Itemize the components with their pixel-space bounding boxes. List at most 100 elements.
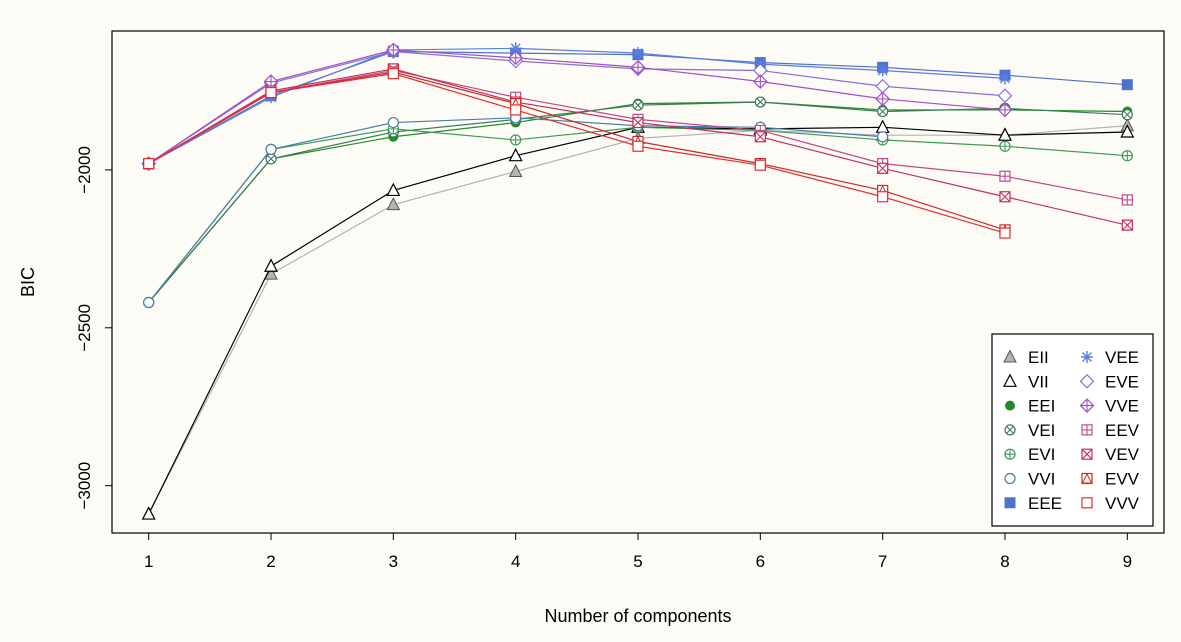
legend-label-evi: EVI [1028, 445, 1055, 464]
legend-label-vvi: VVI [1028, 470, 1055, 489]
x-tick-label: 8 [1000, 552, 1009, 571]
x-tick-label: 5 [633, 552, 642, 571]
x-axis-label: Number of components [544, 606, 731, 626]
point-vvi [877, 131, 889, 143]
point-evi [510, 134, 521, 145]
point-vei [1123, 110, 1132, 119]
point-vii [997, 127, 1012, 141]
point-vvi [265, 143, 277, 155]
y-tick-label: −2500 [75, 304, 94, 352]
series-vii [141, 119, 1135, 520]
legend-marker-vei [1006, 426, 1014, 434]
y-axis: −3000 −2500 −2000 [75, 146, 113, 510]
point-vei [878, 107, 887, 116]
series-line-eve [148, 50, 1006, 165]
series-line-vvi [148, 117, 883, 303]
point-vee [632, 47, 644, 60]
legend-marker-eve [1079, 373, 1095, 389]
legend-marker-eev [1082, 424, 1092, 435]
point-vvv [143, 158, 155, 170]
point-vii [264, 258, 279, 272]
legend-label-vev: VEV [1105, 445, 1140, 464]
point-vve [998, 103, 1012, 117]
point-vvv [632, 140, 644, 152]
legend-label-vve: VVE [1105, 397, 1139, 416]
point-eii [508, 163, 523, 177]
legend-label-eev: EEV [1105, 421, 1140, 440]
point-vvv [387, 68, 399, 80]
x-tick-label: 9 [1123, 552, 1132, 571]
series-line-vii [148, 126, 1128, 515]
legend-label-eii: EII [1028, 348, 1049, 367]
legend-marker-vii [1003, 373, 1017, 387]
point-vii [386, 182, 401, 197]
point-vei [267, 154, 275, 163]
legend-marker-vvv [1081, 497, 1093, 509]
point-vii [141, 506, 156, 520]
point-vei [634, 101, 642, 110]
legend-marker-vve [1080, 399, 1094, 413]
legend: EII VII EEI VEI EVI VVI EEE VEE EVE VVE EEV VEV EVV V… [991, 333, 1154, 527]
series-line-vvv [148, 73, 1006, 234]
legend-label-vee: VEE [1105, 348, 1139, 367]
point-vii [1120, 124, 1135, 138]
x-tick-label: 6 [756, 552, 765, 571]
legend-label-evv: EVV [1105, 470, 1140, 489]
legend-label-vei: VEI [1028, 421, 1055, 440]
series-vvv [143, 68, 1011, 239]
legend-marker-vee [1081, 351, 1093, 363]
legend-label-eee: EEE [1028, 494, 1062, 513]
legend-marker-vvi [1004, 472, 1016, 485]
point-evi [999, 141, 1010, 152]
legend-label-eei: EEI [1028, 397, 1055, 416]
point-eve [875, 78, 890, 94]
point-vvv [999, 227, 1011, 239]
y-tick-label: −3000 [75, 462, 94, 510]
point-vev [632, 117, 644, 128]
point-vvv [754, 159, 766, 171]
point-eve [997, 88, 1013, 104]
legend-marker-evv [1081, 472, 1093, 484]
point-vvi [387, 116, 399, 129]
point-eee [1121, 79, 1133, 91]
point-vve [753, 75, 767, 89]
point-vev [999, 191, 1011, 203]
legend-label-eve: EVE [1105, 372, 1139, 391]
legend-marker-eii [1003, 349, 1017, 363]
point-eev [1122, 194, 1133, 205]
point-vvv [877, 191, 889, 203]
legend-label-vvv: VVV [1105, 494, 1140, 513]
legend-box [991, 333, 1154, 527]
y-axis-label: BIC [18, 267, 38, 297]
point-vei [756, 98, 765, 106]
point-vee [998, 72, 1011, 85]
point-vii [508, 147, 523, 162]
legend-marker-vev [1081, 448, 1093, 460]
series-layer [141, 42, 1135, 520]
point-eev [999, 171, 1010, 182]
point-vve [509, 51, 523, 65]
legend-label-vii: VII [1028, 372, 1049, 391]
x-tick-label: 7 [878, 552, 887, 571]
series-line-eii [148, 125, 1128, 515]
point-eii [386, 197, 401, 211]
x-tick-label: 3 [389, 552, 398, 571]
point-vve [631, 60, 645, 74]
series-eii [141, 118, 1135, 520]
series-vve [141, 42, 1013, 171]
x-tick-label: 4 [511, 552, 520, 571]
point-vev [1121, 219, 1133, 231]
series-line-evv [148, 71, 1006, 231]
point-vve [386, 43, 400, 57]
legend-marker-evi [1005, 449, 1015, 460]
series-line-vee [148, 47, 1006, 165]
point-vve [876, 92, 890, 106]
legend-marker-eei [1005, 400, 1015, 411]
series-line-vve [148, 49, 1006, 165]
point-evi [1122, 150, 1133, 161]
x-tick-label: 1 [144, 552, 153, 571]
x-axis: 1 2 3 4 5 6 7 8 9 [144, 532, 1132, 571]
point-vee [876, 64, 889, 77]
x-tick-label: 2 [266, 552, 275, 571]
